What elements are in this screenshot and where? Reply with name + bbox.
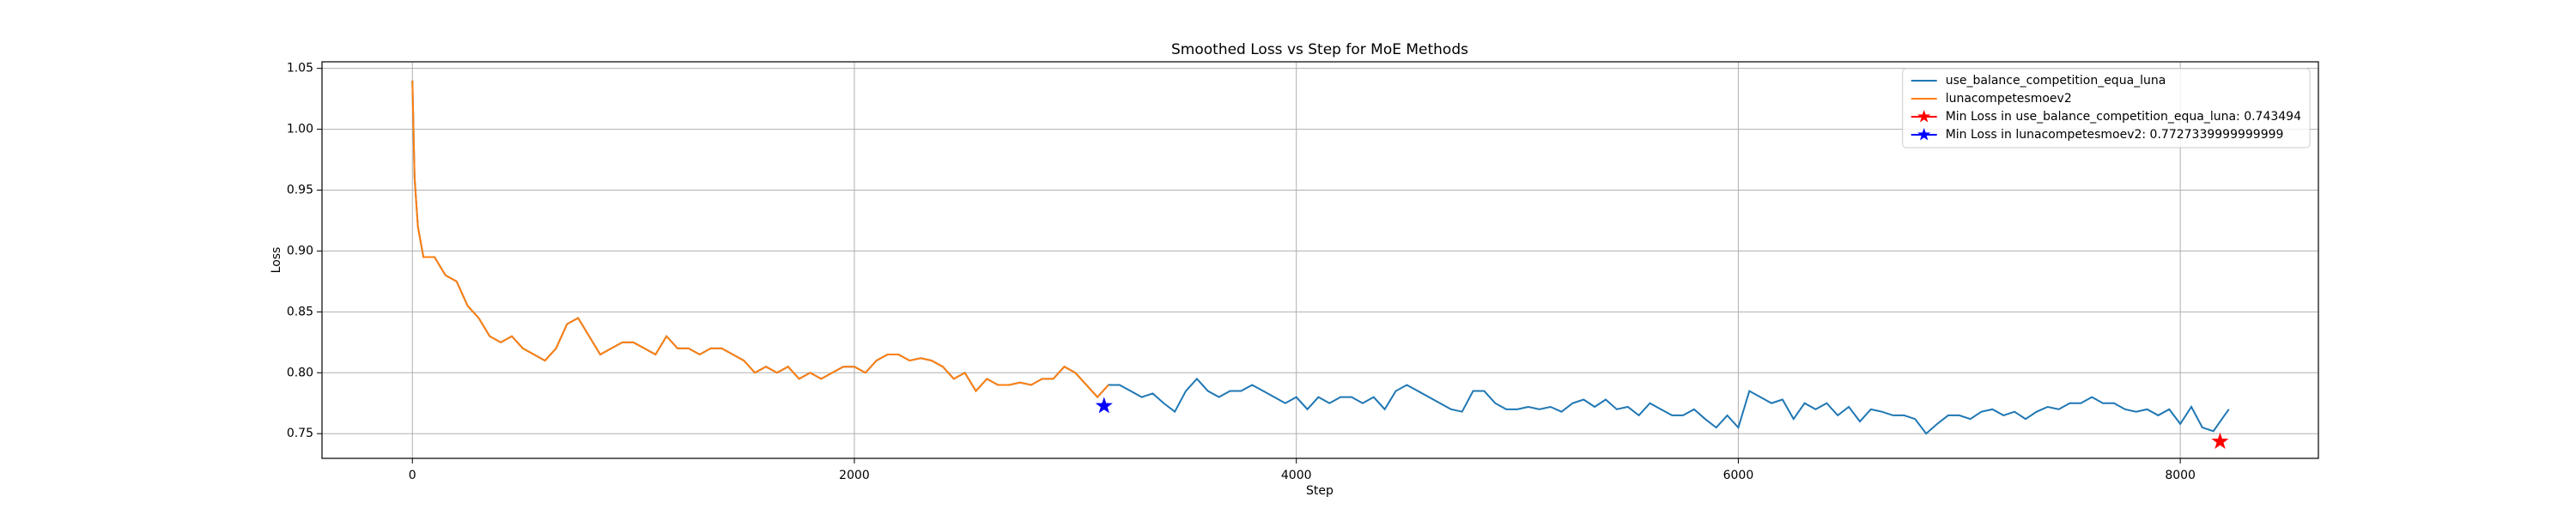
series-line — [411, 80, 1109, 399]
y-tick-label: 0.75 — [287, 427, 313, 440]
legend-marker — [1917, 128, 1931, 141]
y-tick-label: 0.90 — [287, 244, 313, 258]
y-tick-label: 1.05 — [287, 62, 313, 76]
y-tick-label: 0.80 — [287, 366, 313, 379]
x-tick-label: 0 — [409, 469, 416, 482]
x-tick-label: 2000 — [839, 469, 870, 482]
x-tick-label: 6000 — [1723, 469, 1754, 482]
legend-label: lunacompetesmoev2 — [1946, 92, 2072, 106]
legend: use_balance_competition_equa_lunalunacom… — [1902, 68, 2311, 148]
min-marker — [2211, 432, 2229, 449]
y-tick-label: 0.85 — [287, 305, 313, 318]
legend-marker — [1917, 110, 1931, 123]
chart-title: Smoothed Loss vs Step for MoE Methods — [1171, 41, 1468, 58]
axes-frame — [321, 61, 2319, 459]
y-axis-label: Loss — [270, 247, 283, 274]
legend-label: Min Loss in lunacompetesmoev2: 0.7727339… — [1946, 128, 2284, 142]
x-axis-label: Step — [1306, 484, 1334, 498]
y-tick-label: 1.00 — [287, 123, 313, 136]
x-tick-label: 4000 — [1281, 469, 1312, 482]
y-tick-label: 0.95 — [287, 184, 313, 197]
min-marker — [1095, 397, 1113, 414]
legend-label: Min Loss in use_balance_competition_equa… — [1946, 110, 2301, 124]
legend-label: use_balance_competition_equa_luna — [1946, 74, 2166, 88]
x-tick-label: 8000 — [2165, 469, 2196, 482]
legend-box — [1902, 68, 2311, 148]
